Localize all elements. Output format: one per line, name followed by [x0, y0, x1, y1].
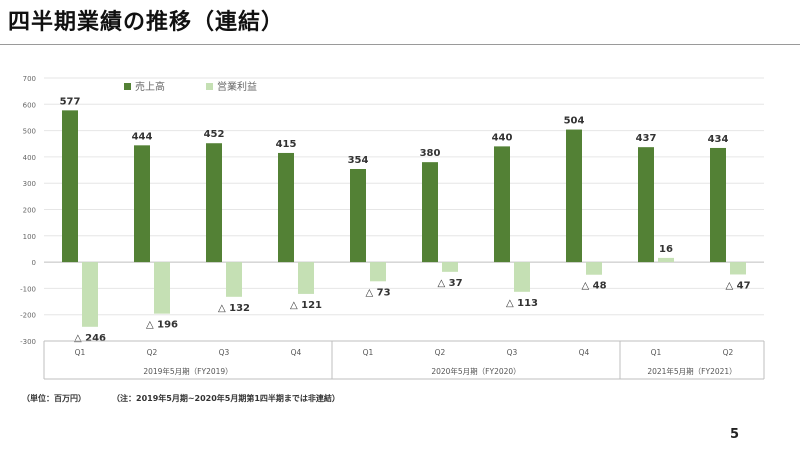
sales-value-label: 440: [492, 132, 513, 143]
operating-income-bar: [226, 262, 242, 297]
sales-bar: [62, 110, 78, 263]
operating-income-bar: [82, 262, 98, 327]
sales-value-label: 415: [276, 139, 297, 150]
x-tick-label: Q2: [723, 348, 734, 357]
y-tick-label: -100: [20, 285, 36, 293]
operating-income-bar: [154, 262, 170, 314]
x-tick-label: Q3: [507, 348, 518, 357]
group-label: 2019年5月期（FY2019）: [143, 366, 232, 376]
consolidation-note: （注：2019年5月期~2020年5月期第1四半期までは非連結）: [112, 394, 340, 403]
y-tick-label: 100: [23, 233, 36, 241]
quarterly-results-chart: 700 600 500 400 300 200 100 0 -100 -200 -300 577 △ 2…: [20, 75, 765, 380]
legend-swatch: [206, 83, 213, 90]
sales-value-label: 452: [204, 129, 225, 140]
sales-bar: [638, 147, 654, 263]
operating-income-bar: [298, 262, 314, 294]
x-tick-label: Q1: [75, 348, 86, 357]
sales-bar: [494, 146, 510, 263]
sales-bar: [134, 145, 150, 263]
title-divider: [0, 44, 800, 45]
group-label: 2020年5月期（FY2020）: [431, 366, 520, 376]
y-tick-label: 600: [23, 101, 36, 109]
sales-bar: [422, 162, 438, 263]
y-tick-label: 200: [23, 207, 36, 215]
operating-income-value-label: △ 132: [218, 303, 250, 314]
sales-value-label: 354: [348, 155, 369, 166]
x-tick-label: Q2: [147, 348, 158, 357]
x-tick-label: Q2: [435, 348, 446, 357]
operating-income-bar: [514, 262, 530, 292]
y-tick-label: -300: [20, 338, 36, 346]
operating-income-value-label: △ 196: [146, 320, 178, 331]
legend-swatch: [124, 83, 131, 90]
legend-label: 売上高: [135, 80, 165, 93]
y-tick-label: 500: [23, 128, 36, 136]
y-tick-label: 300: [23, 180, 36, 188]
operating-income-bar: [370, 262, 386, 282]
operating-income-bar: [730, 262, 746, 275]
unit-note: （単位：百万円）: [22, 394, 86, 403]
operating-income-value-label: △ 121: [290, 300, 322, 311]
sales-bar: [566, 129, 582, 263]
sales-bar: [350, 168, 366, 263]
sales-value-label: 504: [564, 116, 585, 127]
operating-income-value-label: △ 113: [506, 298, 538, 309]
sales-bar: [278, 152, 294, 263]
operating-income-bar: [586, 262, 602, 275]
sales-value-label: 434: [708, 134, 729, 145]
operating-income-bar: [658, 257, 674, 263]
y-tick-label: -200: [20, 312, 36, 320]
operating-income-value-label: △ 48: [581, 281, 606, 292]
sales-value-label: 380: [420, 148, 441, 159]
page-title: 四半期業績の推移（連結）: [8, 10, 285, 35]
operating-income-value-label: 16: [659, 244, 673, 255]
sales-bar: [710, 147, 726, 263]
x-tick-label: Q1: [651, 348, 662, 357]
x-tick-label: Q4: [579, 348, 590, 357]
operating-income-value-label: △ 37: [437, 278, 462, 289]
y-tick-label: 700: [23, 75, 36, 83]
sales-value-label: 437: [636, 133, 657, 144]
sales-value-label: 577: [60, 96, 81, 107]
operating-income-value-label: △ 73: [365, 287, 390, 298]
x-tick-label: Q3: [219, 348, 230, 357]
x-tick-label: Q4: [291, 348, 302, 357]
group-label: 2021年5月期（FY2021）: [647, 366, 736, 376]
y-tick-label: 400: [23, 154, 36, 162]
sales-bar: [206, 143, 222, 263]
operating-income-bar: [442, 262, 458, 272]
x-tick-label: Q1: [363, 348, 374, 357]
y-tick-label: 0: [32, 259, 36, 267]
operating-income-value-label: △ 47: [725, 280, 750, 291]
page-number: 5: [730, 427, 740, 442]
operating-income-value-label: △ 246: [74, 333, 106, 344]
sales-value-label: 444: [132, 131, 153, 142]
legend-label: 営業利益: [217, 80, 257, 93]
